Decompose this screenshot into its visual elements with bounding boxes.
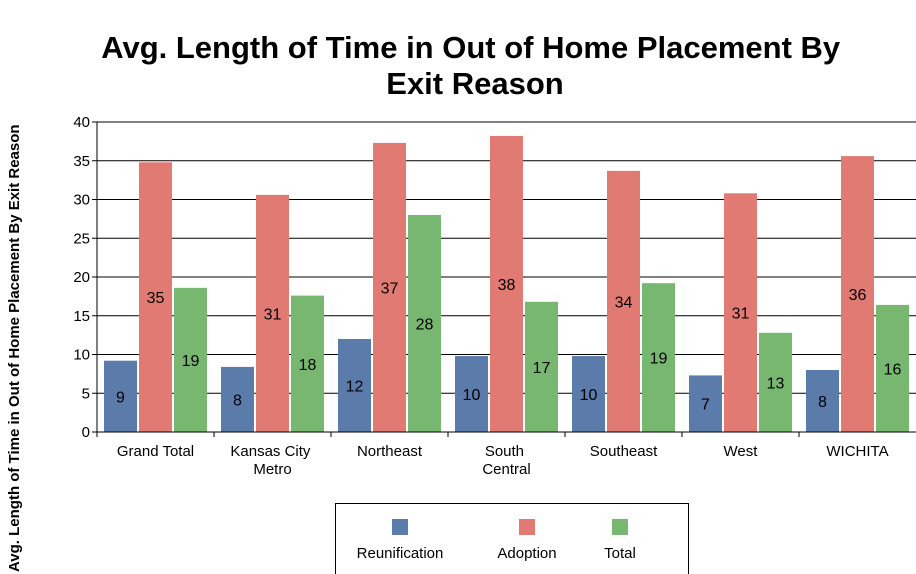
data-label: 8 [233, 392, 242, 409]
data-label: 31 [264, 306, 282, 323]
data-label: 37 [381, 280, 399, 297]
y-axis-label: Avg. Length of Time in Out of Home Place… [6, 124, 23, 572]
data-label: 38 [498, 277, 516, 294]
data-label: 35 [147, 290, 165, 307]
data-label: 16 [884, 361, 902, 378]
y-tick-label: 0 [82, 424, 90, 441]
bar [642, 283, 675, 432]
data-label: 19 [182, 353, 200, 370]
bar [759, 332, 792, 432]
bar [490, 135, 523, 432]
y-tick-label: 20 [73, 269, 90, 286]
data-label: 36 [849, 287, 867, 304]
x-tick-label: South Central [482, 443, 530, 478]
data-label: 13 [767, 375, 785, 392]
bar [689, 375, 722, 432]
x-tick-label: Southeast [590, 443, 658, 460]
y-tick-label: 35 [73, 153, 90, 170]
bar [607, 170, 640, 432]
bar [373, 142, 406, 433]
y-tick-label: 5 [82, 385, 90, 402]
y-tick-label: 30 [73, 192, 90, 209]
bar [572, 356, 605, 432]
x-tick-label: WICHITA [826, 443, 888, 460]
bar [291, 295, 324, 432]
data-label: 19 [650, 351, 668, 368]
y-tick-label: 40 [73, 114, 90, 131]
legend-swatch [392, 519, 408, 535]
x-tick-label: Kansas City Metro [230, 443, 314, 478]
bar [338, 339, 371, 432]
data-label: 18 [299, 357, 317, 374]
bar [841, 156, 874, 432]
data-label: 7 [701, 397, 710, 414]
bar [724, 193, 757, 432]
legend-label: Adoption [497, 545, 556, 562]
chart-title: Avg. Length of Time in Out of Home Place… [101, 30, 849, 101]
legend-label: Reunification [357, 545, 444, 562]
y-tick-label: 25 [73, 230, 90, 247]
legend-swatch [612, 519, 628, 535]
x-tick-label: Northeast [357, 443, 423, 460]
y-tick-label: 15 [73, 308, 90, 325]
bar [104, 360, 137, 432]
legend-label: Total [604, 545, 636, 562]
data-label: 17 [533, 360, 551, 377]
legend-box [335, 503, 689, 574]
bar [525, 301, 558, 432]
y-tick-label: 10 [73, 347, 90, 364]
data-label: 10 [580, 387, 598, 404]
data-label: 31 [732, 306, 750, 323]
bar [806, 370, 839, 432]
bar [408, 215, 441, 432]
x-tick-label: Grand Total [117, 443, 194, 460]
data-label: 10 [463, 387, 481, 404]
data-label: 12 [346, 379, 364, 396]
data-label: 34 [615, 294, 633, 311]
legend-swatch [519, 519, 535, 535]
x-tick-label: West [724, 443, 759, 460]
bar [256, 194, 289, 432]
data-label: 8 [818, 394, 827, 411]
bar [174, 287, 207, 432]
bar [876, 304, 909, 432]
bar [221, 366, 254, 432]
data-label: 9 [116, 389, 125, 406]
data-label: 28 [416, 317, 434, 334]
bar [139, 162, 172, 433]
bar [455, 356, 488, 432]
